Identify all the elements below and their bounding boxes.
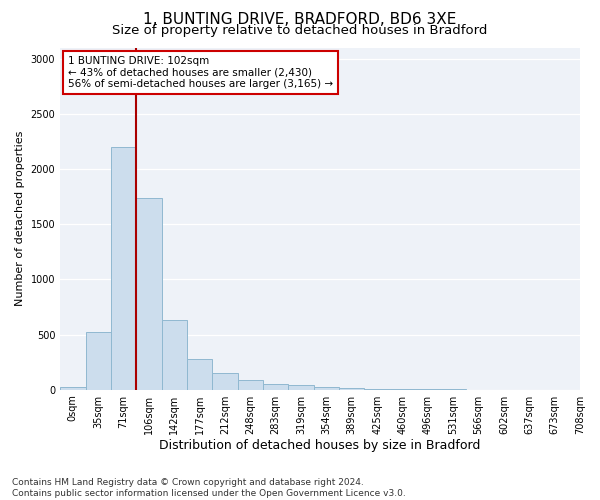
X-axis label: Distribution of detached houses by size in Bradford: Distribution of detached houses by size … — [160, 440, 481, 452]
Bar — [339, 388, 364, 390]
Text: 1 BUNTING DRIVE: 102sqm
← 43% of detached houses are smaller (2,430)
56% of semi: 1 BUNTING DRIVE: 102sqm ← 43% of detache… — [68, 56, 333, 90]
Bar — [60, 387, 86, 390]
Y-axis label: Number of detached properties: Number of detached properties — [15, 131, 25, 306]
Bar — [364, 388, 390, 390]
Bar — [161, 320, 187, 390]
Bar — [86, 332, 111, 390]
Text: Contains HM Land Registry data © Crown copyright and database right 2024.
Contai: Contains HM Land Registry data © Crown c… — [12, 478, 406, 498]
Text: Size of property relative to detached houses in Bradford: Size of property relative to detached ho… — [112, 24, 488, 37]
Bar — [187, 360, 212, 390]
Bar — [289, 386, 314, 390]
Bar — [238, 380, 263, 390]
Bar — [136, 198, 161, 390]
Bar — [263, 384, 289, 390]
Bar — [314, 387, 339, 390]
Bar — [390, 389, 415, 390]
Bar — [212, 373, 238, 390]
Bar — [111, 147, 136, 390]
Text: 1, BUNTING DRIVE, BRADFORD, BD6 3XE: 1, BUNTING DRIVE, BRADFORD, BD6 3XE — [143, 12, 457, 28]
